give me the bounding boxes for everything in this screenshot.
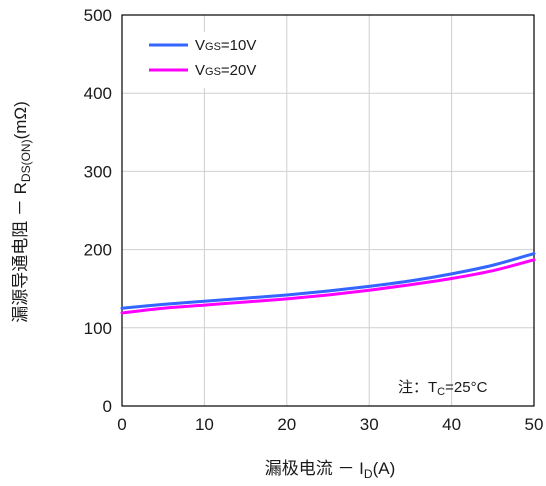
x-tick-labels: 0 10 20 30 40 50 [117,415,543,434]
y-axis-label: 漏源导通电阻 － RDS(ON)(mΩ) [11,101,33,323]
x-tick-label: 0 [117,415,126,434]
series-lines [120,252,536,315]
y-tick-label: 400 [84,84,112,103]
x-tick-label: 50 [525,415,544,434]
x-tick-label: 20 [277,415,296,434]
legend-label: VGS=20V [195,62,256,79]
x-tick-label: 40 [442,415,461,434]
x-tick-label: 10 [195,415,214,434]
x-tick-label: 30 [360,415,379,434]
y-tick-labels: 0 100 200 300 400 500 [84,6,112,416]
series-line-1 [120,252,536,310]
legend-label: VGS=10V [195,37,256,54]
gridlines [122,15,534,406]
legend: VGS=10V VGS=20V [142,32,284,88]
y-tick-label: 500 [84,6,112,25]
y-tick-label: 100 [84,319,112,338]
annotation-note: 注：TC=25°C [398,379,488,398]
plot-frame [121,14,535,407]
series-line-2 [120,258,536,315]
plot-border [121,14,535,407]
y-tick-label: 300 [84,162,112,181]
y-tick-label: 0 [103,397,112,416]
legend-background [142,32,284,88]
y-tick-label: 200 [84,241,112,260]
x-axis-label: 漏极电流 － ID(A) [265,459,396,481]
